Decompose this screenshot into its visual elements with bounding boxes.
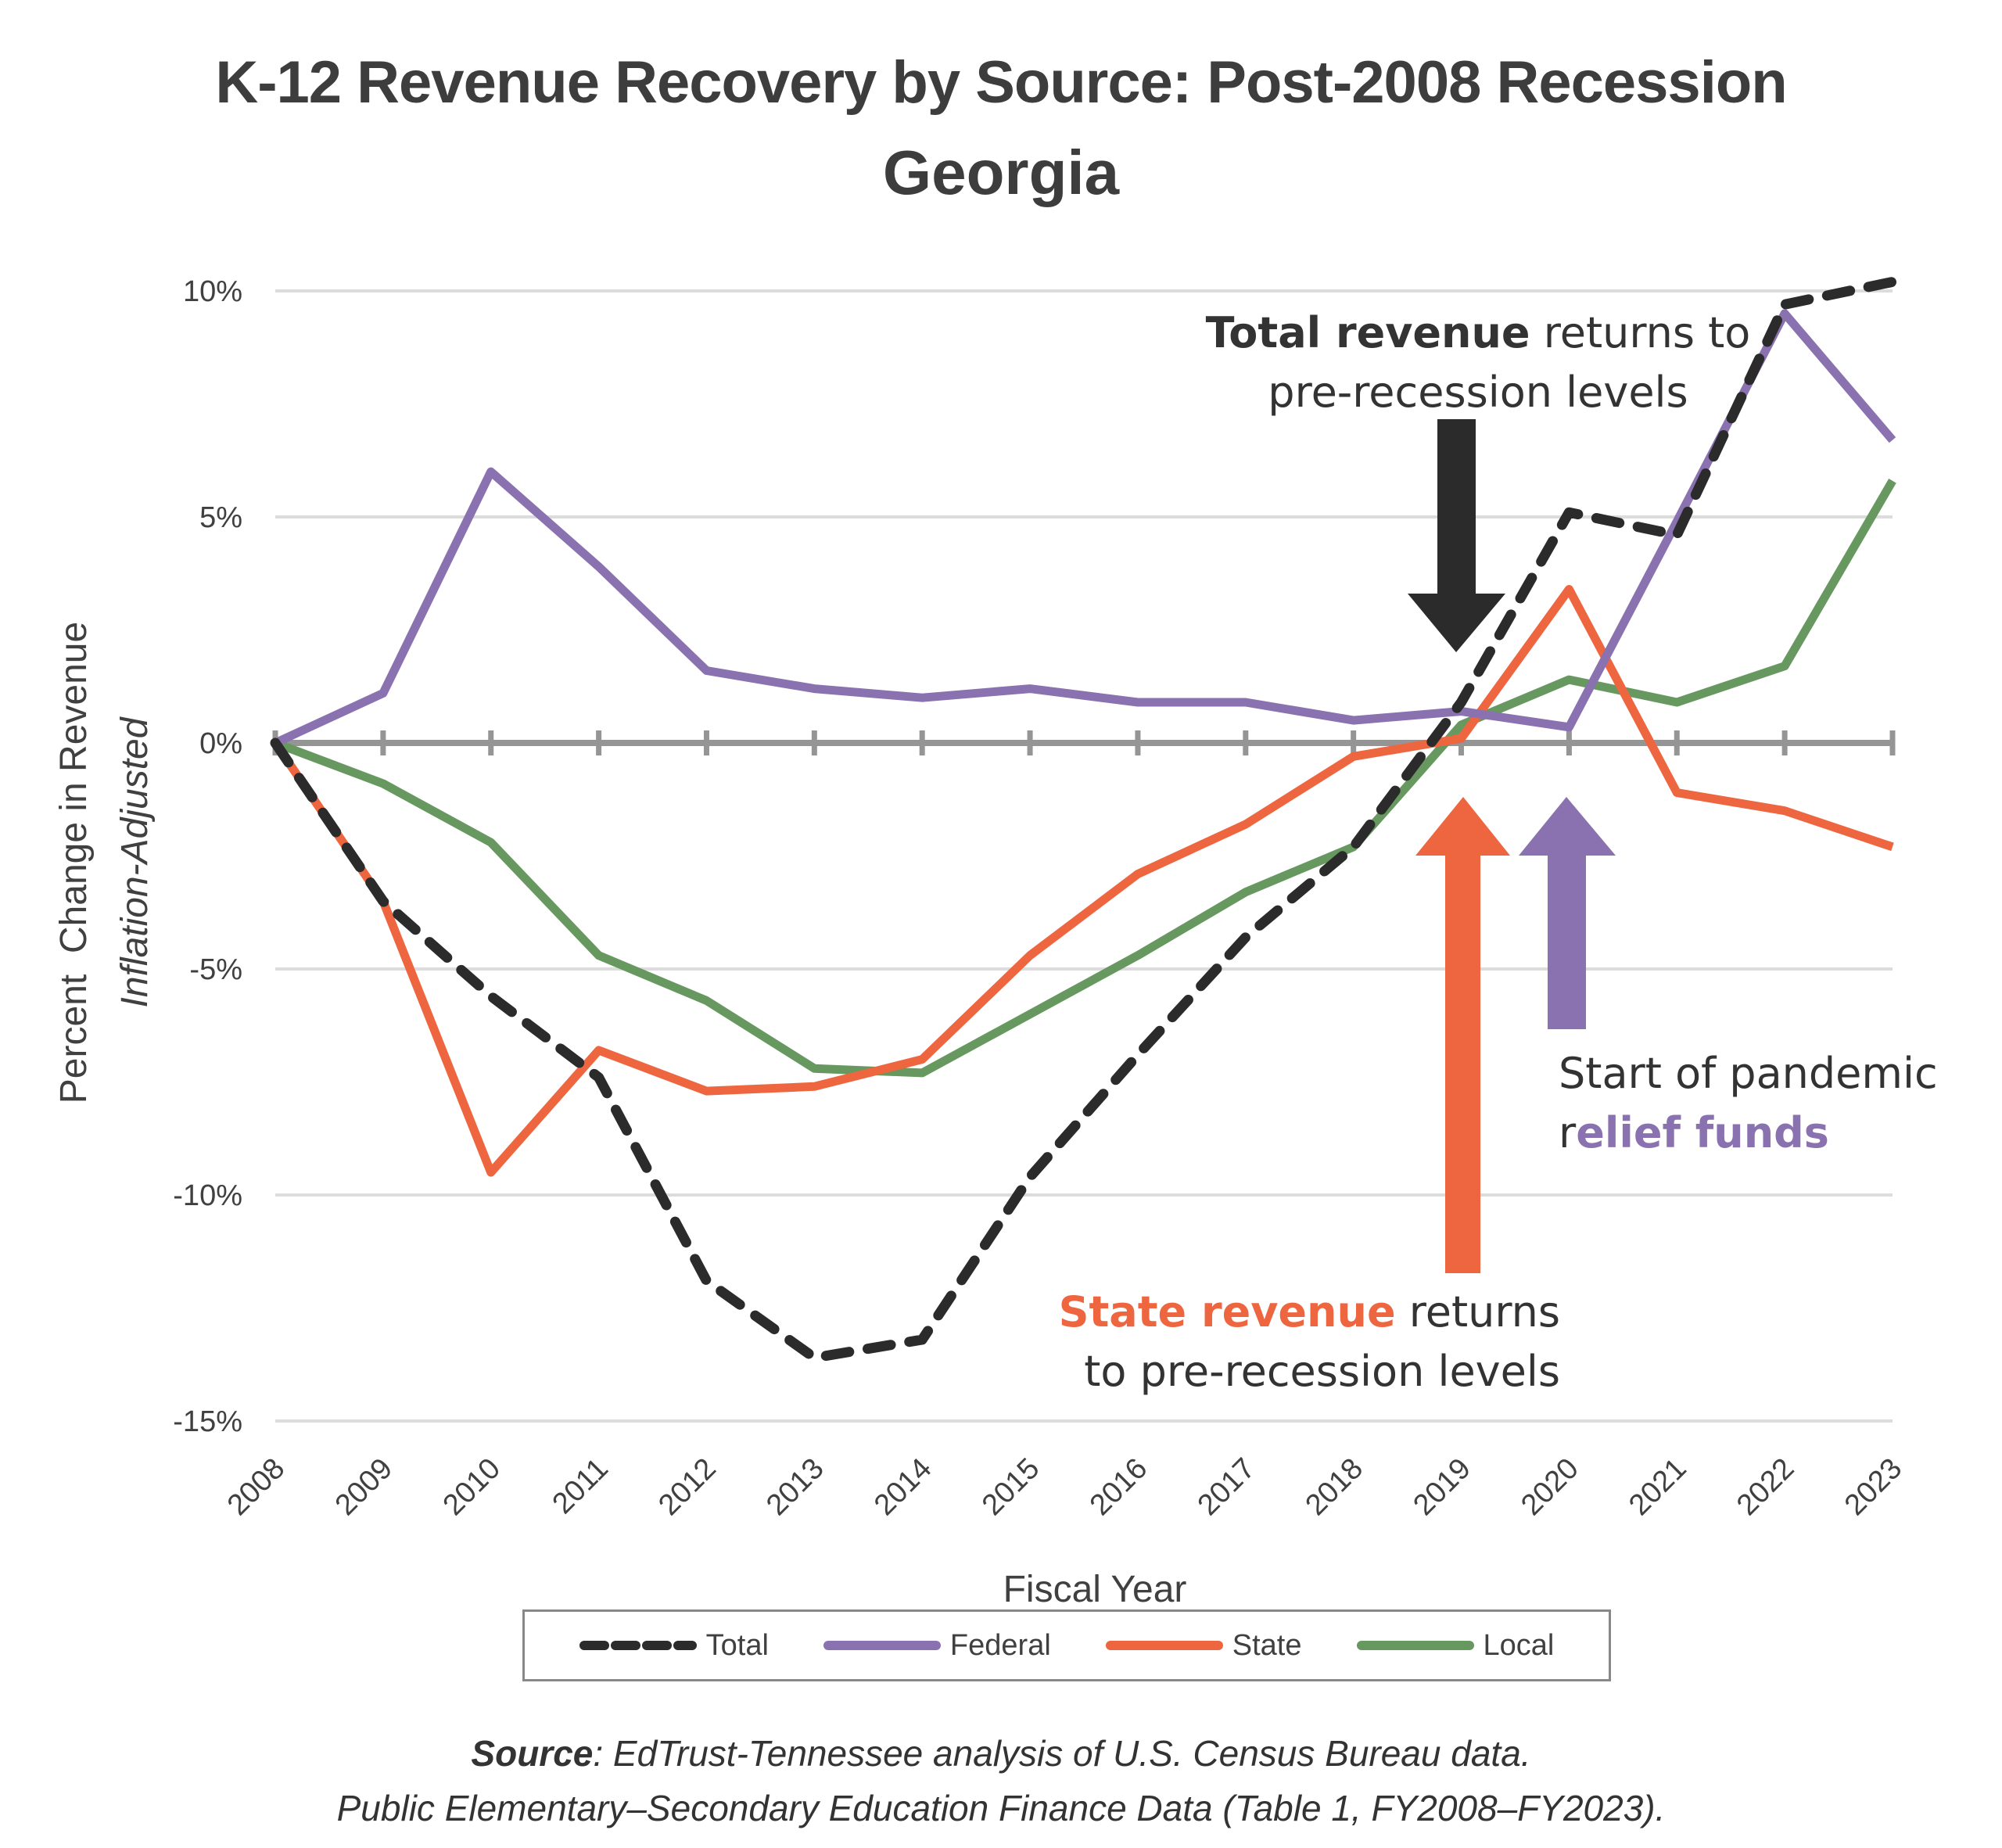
- x-tick-label: 2022: [1731, 1452, 1800, 1522]
- series-line-federal: [273, 309, 1896, 747]
- legend-swatch-federal: [823, 1641, 941, 1650]
- chart-title: K-12 Revenue Recovery by Source: Post-20…: [215, 49, 1787, 116]
- source-line-1: Source: EdTrust-Tennessee analysis of U.…: [0, 1732, 2002, 1774]
- total-revenue-arrow: [1408, 419, 1505, 652]
- state-revenue-arrow: [1415, 797, 1510, 1273]
- legend-label-state: State: [1232, 1628, 1302, 1662]
- x-tick-label: 2018: [1300, 1452, 1369, 1522]
- series-line-total: [270, 276, 1898, 1363]
- relief-annotation-prefix: r: [1559, 1108, 1577, 1157]
- legend-label-local: Local: [1483, 1628, 1555, 1662]
- legend-item-total: Total: [579, 1629, 769, 1663]
- y-axis-ticks: 10% 5% 0% -5% -10% -15%: [173, 275, 242, 1438]
- y-tick-label: 10%: [183, 275, 242, 308]
- x-tick-label: 2009: [329, 1452, 399, 1522]
- x-tick-label: 2010: [437, 1452, 507, 1522]
- x-tick-label: 2014: [868, 1452, 938, 1522]
- legend-swatch-local: [1356, 1641, 1474, 1650]
- x-tick-label: 2013: [760, 1452, 830, 1522]
- y-tick-label: 5%: [199, 501, 242, 534]
- total-annotation-bold: Total revenue: [1205, 308, 1530, 357]
- relief-annotation-line1: Start of pandemic: [1559, 1049, 1938, 1098]
- legend-label-total: Total: [705, 1628, 769, 1662]
- x-tick-label: 2015: [976, 1452, 1046, 1522]
- x-tick-label: 2016: [1084, 1452, 1153, 1522]
- relief-annotation: Start of pandemic relief funds: [1559, 1044, 1997, 1163]
- chart-subtitle: Georgia: [882, 138, 1120, 207]
- x-tick-label: 2020: [1515, 1452, 1584, 1522]
- x-axis-title: Fiscal Year: [1003, 1569, 1187, 1610]
- x-tick-label: 2011: [546, 1452, 614, 1520]
- x-tick-label: 2023: [1839, 1452, 1908, 1522]
- state-annotation: State revenue returns to pre-recession l…: [938, 1283, 1560, 1401]
- legend-label-federal: Federal: [949, 1628, 1051, 1662]
- y-tick-label: 0%: [199, 727, 242, 760]
- y-axis-subtitle: Inflation-Adjusted: [114, 716, 156, 1007]
- x-tick-label: 2012: [652, 1452, 722, 1522]
- y-tick-label: -15%: [173, 1405, 242, 1438]
- source-line1-text: : EdTrust-Tennessee analysis of U.S. Cen…: [593, 1733, 1531, 1774]
- legend: Total Federal State Local: [522, 1609, 1611, 1681]
- x-axis-ticks: 2008 2009 2010 2011 2012 2013 2014 2015 2016 2017…: [221, 1452, 1908, 1522]
- total-annotation-rest: returns to: [1530, 308, 1751, 357]
- x-tick-label: 2019: [1407, 1452, 1476, 1522]
- y-axis-title: Percent Change in Revenue: [53, 622, 95, 1103]
- x-tick-label: 2021: [1623, 1452, 1692, 1522]
- relief-annotation-bold: elief funds: [1576, 1108, 1829, 1157]
- x-tick-label: 2017: [1192, 1452, 1261, 1522]
- series-line-state: [271, 585, 1894, 1177]
- legend-swatch-state: [1105, 1641, 1223, 1650]
- series-lines: [270, 276, 1898, 1363]
- gridlines: [275, 289, 1893, 1423]
- source-line-2: Public Elementary–Secondary Education Fi…: [336, 1788, 1666, 1828]
- total-annotation: Total revenue returns to pre-recession l…: [1173, 303, 1783, 422]
- total-annotation-line2: pre-recession levels: [1268, 368, 1688, 417]
- relief-funds-arrow: [1519, 797, 1616, 1029]
- state-annotation-rest: returns: [1395, 1287, 1560, 1337]
- state-annotation-bold: State revenue: [1058, 1287, 1396, 1337]
- legend-item-state: State: [1105, 1628, 1302, 1663]
- state-annotation-line2: to pre-recession levels: [1084, 1347, 1560, 1396]
- y-tick-label: -10%: [173, 1179, 242, 1212]
- source-label: Source: [471, 1733, 594, 1774]
- legend-item-local: Local: [1356, 1628, 1555, 1663]
- x-tick-label: 2008: [221, 1452, 291, 1522]
- annotation-arrows: [1408, 419, 1616, 1273]
- legend-swatch-total: [579, 1641, 697, 1650]
- legend-item-federal: Federal: [823, 1629, 1051, 1663]
- y-tick-label: -5%: [189, 953, 242, 986]
